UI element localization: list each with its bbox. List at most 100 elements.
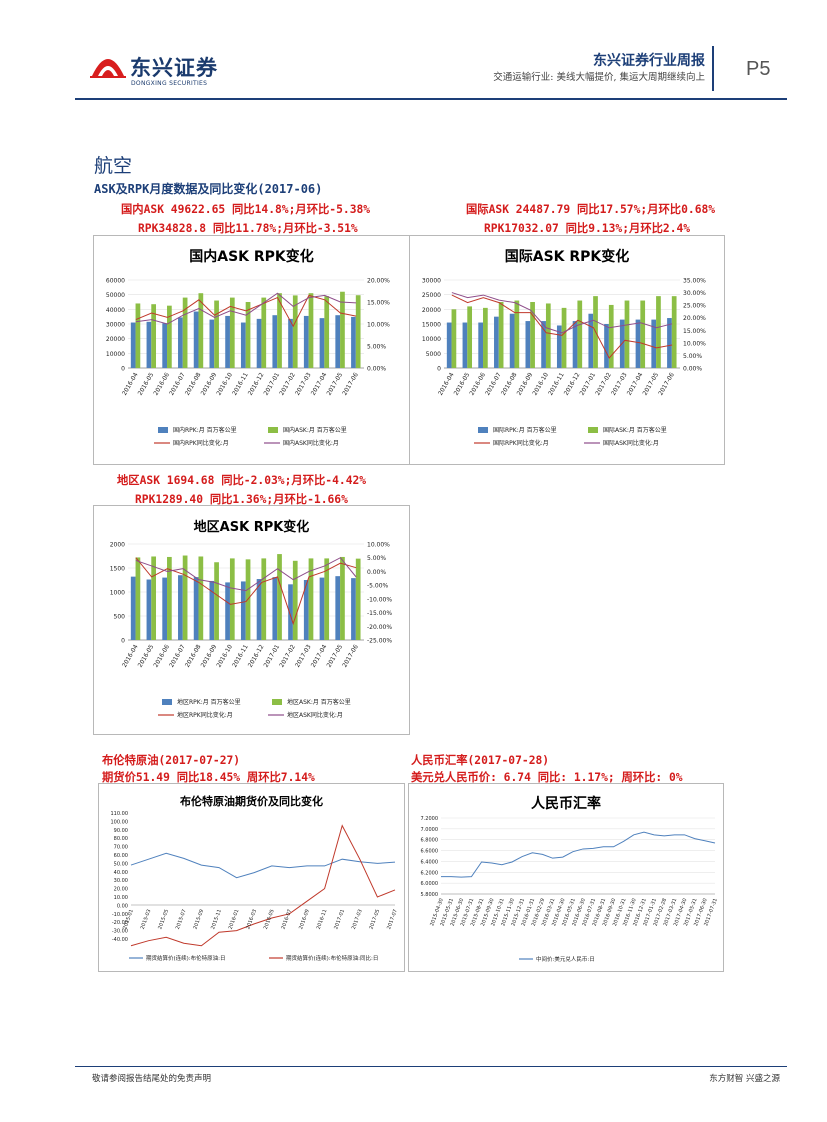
- y2-tick-label: 35.00%: [683, 278, 706, 285]
- y-tick-label: -20.00: [112, 920, 128, 926]
- bar: [451, 309, 457, 368]
- bar: [319, 577, 325, 640]
- x-tick-label: 2017-06: [657, 371, 676, 396]
- bar: [146, 579, 152, 640]
- y2-tick-label: 0.00%: [367, 569, 386, 576]
- y-tick-label: 30000: [422, 278, 441, 285]
- bar: [467, 306, 473, 368]
- bar: [498, 302, 504, 368]
- chart-brent-frame: 布伦特原油期货价及同比变化 110.00 100.00 90.00 80.00 70.0…: [98, 783, 405, 972]
- bar: [561, 307, 567, 368]
- bar: [651, 319, 657, 368]
- legend-label: 期货结算价(连续):布伦特原油:同比:日: [286, 954, 378, 962]
- bar: [288, 584, 293, 640]
- y2-tick-label: 20.00%: [683, 315, 706, 322]
- legend-swatch: [162, 699, 172, 705]
- y-tick-label: 15000: [422, 322, 441, 329]
- y2-tick-label: -10.00%: [367, 596, 392, 603]
- y-tick-label: 25000: [422, 292, 441, 299]
- legend-label: 国内ASK:月 百万客公里: [283, 426, 347, 434]
- bar: [146, 321, 152, 368]
- bar: [167, 556, 172, 640]
- bar: [556, 325, 562, 368]
- legend-label: 国内RPK:月 百万客公里: [173, 426, 237, 434]
- intl-ask-stat: 国际ASK 24487.79 同比17.57%;月环比0.68%: [466, 203, 716, 216]
- y2-tick-label: 15.00%: [367, 300, 390, 307]
- bar: [167, 305, 172, 368]
- report-title: 东兴证券行业周报: [593, 53, 705, 69]
- domestic-ask-stat: 国内ASK 49622.65 同比14.8%;月环比-5.38%: [121, 203, 371, 216]
- bar: [572, 321, 578, 368]
- x-tick-label: 2017-05: [368, 909, 381, 931]
- x-tick-label: 2015-11: [210, 909, 223, 931]
- bar: [193, 311, 199, 368]
- bar: [483, 307, 488, 368]
- chart-domestic-title: 国内ASK RPK变化: [189, 249, 314, 265]
- bar: [577, 300, 583, 368]
- legend-label: 地区RPK同比变化:月: [177, 711, 233, 719]
- bar: [308, 558, 314, 640]
- y-tick-label: 0.00: [117, 903, 128, 909]
- y2-tick-label: 5.00%: [367, 344, 386, 351]
- bar: [225, 315, 230, 368]
- bar: [340, 291, 345, 368]
- intl-rpk-stat: RPK17032.07 同比9.13%;月环比2.4%: [484, 222, 691, 235]
- bar: [640, 300, 646, 368]
- y-tick-label: 70.00: [114, 845, 128, 851]
- bar: [178, 575, 183, 640]
- bar: [240, 322, 246, 368]
- rmb-title: 人民币汇率(2017-07-28): [411, 754, 550, 767]
- region-rpk-stat: RPK1289.40 同比1.36%;月环比-1.66%: [135, 493, 348, 506]
- bar: [214, 300, 219, 368]
- legend-label: 国内ASK同比变化:月: [283, 439, 339, 447]
- chart-region-title: 地区ASK RPK变化: [193, 520, 310, 535]
- y-tick-label: 30000: [106, 322, 125, 329]
- legend-label: 国际RPK:月 百万客公里: [493, 426, 557, 434]
- legend-swatch: [272, 699, 282, 705]
- bar: [671, 296, 677, 368]
- bar: [624, 300, 630, 368]
- y2-tick-label: 30.00%: [683, 290, 706, 297]
- x-tick-label: 2015-09: [192, 909, 205, 931]
- y-tick-label: -10.00: [112, 912, 128, 918]
- y-tick-label: 5000: [426, 351, 441, 358]
- bar: [530, 302, 535, 368]
- x-tick-label: 2016-09: [298, 909, 311, 931]
- bar: [130, 322, 136, 368]
- legend-swatch: [268, 427, 278, 433]
- y-tick-label: 6.0000: [421, 881, 439, 887]
- logo-subtext: DONGXING SECURITIES: [131, 80, 208, 87]
- chart-intl-svg: 30000 25000 20000 15000 10000 5000 0 35.00% 30.0…: [422, 278, 706, 448]
- y-tick-label: 6.8000: [421, 838, 439, 844]
- series-line: [441, 831, 716, 878]
- y-tick-label: 7.2000: [421, 816, 439, 822]
- x-tick-label: 2016-01: [228, 909, 241, 931]
- bar: [151, 304, 157, 368]
- y-tick-label: 90.00: [114, 828, 128, 834]
- bar: [261, 297, 267, 368]
- bar: [462, 322, 468, 368]
- bar: [130, 576, 136, 640]
- y-tick-label: 7.0000: [421, 827, 439, 833]
- bar: [355, 558, 361, 640]
- footer-rule: [75, 1066, 787, 1067]
- y2-tick-label: -5.00%: [367, 583, 389, 590]
- y-tick-label: 0: [437, 366, 441, 373]
- legend-swatch: [478, 427, 488, 433]
- y-tick-label: 10000: [422, 336, 441, 343]
- bar: [182, 555, 188, 640]
- bar: [272, 577, 278, 640]
- y-tick-label: 60000: [106, 278, 125, 285]
- chart-rmb-frame: 人民币汇率 7.2000 7.0000 6.8000 6.6000 6.4000 6.20…: [408, 783, 724, 972]
- footer-slogan: 东方财智 兴盛之源: [709, 1074, 780, 1084]
- region-ask-stat: 地区ASK 1694.68 同比-2.03%;月环比-4.42%: [117, 474, 367, 487]
- x-tick-label: 2017-03: [351, 909, 364, 931]
- x-tick-label: 2017-06: [341, 371, 360, 396]
- chart-region-svg: 2000 1500 1000 500 0 10.00% 5.00% 0.00% -5.00% -1…: [110, 542, 393, 720]
- bar: [545, 303, 551, 368]
- y-tick-label: 2000: [110, 542, 125, 549]
- bar: [355, 295, 361, 368]
- x-tick-label: 2016-07: [280, 909, 293, 931]
- bar: [151, 556, 157, 640]
- y2-tick-label: 5.00%: [683, 353, 702, 360]
